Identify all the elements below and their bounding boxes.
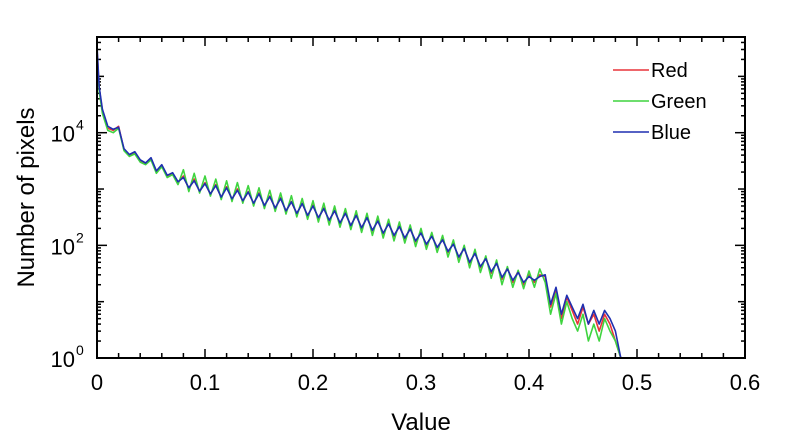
- x-tick-labels: 0 0.1 0.2 0.3 0.4 0.5 0.6: [91, 370, 760, 395]
- y-tick-label: 10: [51, 347, 75, 372]
- axis-ticks: [96, 36, 746, 359]
- plot-frame: [96, 36, 746, 359]
- y-tick-exponent: 2: [76, 229, 84, 245]
- x-tick-label: 0.1: [190, 370, 221, 395]
- series-layer: [96, 45, 681, 359]
- y-tick-label: 10: [51, 122, 75, 147]
- x-tick-label: 0.6: [730, 370, 761, 395]
- x-tick-label: 0.4: [514, 370, 545, 395]
- y-tick-exponent: 0: [76, 342, 84, 358]
- legend-label: Red: [651, 60, 688, 82]
- legend-label: Green: [651, 91, 707, 113]
- series-line-green: [96, 53, 681, 359]
- legend-label: Blue: [651, 122, 691, 144]
- y-tick-label: 10: [51, 234, 75, 259]
- x-tick-label: 0.5: [622, 370, 653, 395]
- x-tick-label: 0.2: [298, 370, 329, 395]
- legend: Red Green Blue: [613, 60, 707, 144]
- y-tick-exponent: 4: [76, 117, 84, 133]
- y-axis-label: Number of pixels: [13, 107, 40, 287]
- x-tick-label: 0.3: [406, 370, 437, 395]
- x-axis-label: Value: [391, 409, 451, 436]
- x-tick-label: 0: [91, 370, 103, 395]
- series-line-blue: [96, 45, 681, 359]
